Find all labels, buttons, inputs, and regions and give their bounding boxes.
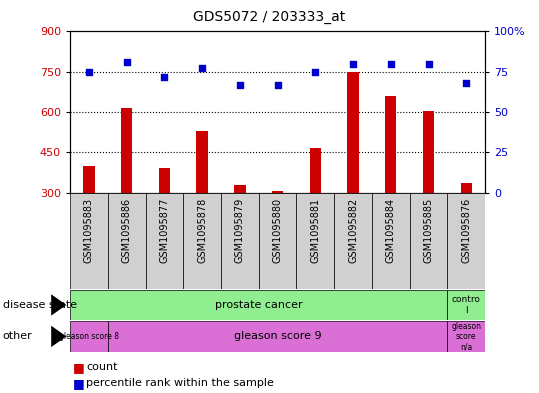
Point [160, 73, 169, 80]
Bar [410, 193, 447, 289]
Text: ■: ■ [73, 361, 85, 374]
Point [462, 80, 471, 86]
Point [386, 61, 395, 67]
Bar [108, 193, 146, 289]
Text: disease state: disease state [3, 300, 77, 310]
Text: ■: ■ [73, 376, 85, 390]
Text: count: count [86, 362, 118, 373]
Text: GSM1095886: GSM1095886 [122, 197, 132, 263]
Text: gleason score 9: gleason score 9 [234, 331, 321, 342]
Text: GDS5072 / 203333_at: GDS5072 / 203333_at [194, 10, 345, 24]
Text: prostate cancer: prostate cancer [215, 300, 302, 310]
Bar [197, 131, 208, 193]
Text: GSM1095881: GSM1095881 [310, 197, 320, 263]
Text: gleason
score
n/a: gleason score n/a [451, 321, 481, 351]
Point [424, 61, 433, 67]
Text: GSM1095885: GSM1095885 [424, 197, 433, 263]
Bar [309, 148, 321, 193]
Bar [460, 183, 472, 193]
Bar [423, 111, 434, 193]
Bar [70, 193, 108, 289]
Bar [158, 168, 170, 193]
Bar [146, 193, 183, 289]
Bar [108, 321, 447, 352]
Text: GSM1095880: GSM1095880 [273, 197, 282, 263]
Text: GSM1095882: GSM1095882 [348, 197, 358, 263]
Text: percentile rank within the sample: percentile rank within the sample [86, 378, 274, 388]
Text: GSM1095878: GSM1095878 [197, 197, 207, 263]
Text: GSM1095876: GSM1095876 [461, 197, 471, 263]
Bar [183, 193, 221, 289]
Bar [259, 193, 296, 289]
Point [198, 65, 206, 72]
Bar [447, 193, 485, 289]
Point [122, 59, 131, 65]
Point [85, 68, 93, 75]
Text: contro
l: contro l [452, 295, 481, 315]
Point [273, 81, 282, 88]
Point [349, 61, 357, 67]
Text: GSM1095884: GSM1095884 [386, 197, 396, 263]
Bar [334, 193, 372, 289]
Bar [121, 108, 133, 193]
Polygon shape [51, 326, 66, 347]
Bar [447, 290, 485, 320]
Bar [272, 191, 284, 193]
Bar [447, 321, 485, 352]
Bar [348, 72, 359, 193]
Bar [234, 184, 246, 193]
Text: GSM1095877: GSM1095877 [160, 197, 169, 263]
Text: GSM1095879: GSM1095879 [235, 197, 245, 263]
Polygon shape [51, 294, 66, 316]
Bar [296, 193, 334, 289]
Text: gleason score 8: gleason score 8 [59, 332, 119, 341]
Bar [372, 193, 410, 289]
Bar [84, 166, 95, 193]
Text: GSM1095883: GSM1095883 [84, 197, 94, 263]
Point [311, 68, 320, 75]
Bar [221, 193, 259, 289]
Point [236, 81, 244, 88]
Text: other: other [3, 331, 32, 342]
Bar [385, 96, 397, 193]
Bar [70, 321, 108, 352]
